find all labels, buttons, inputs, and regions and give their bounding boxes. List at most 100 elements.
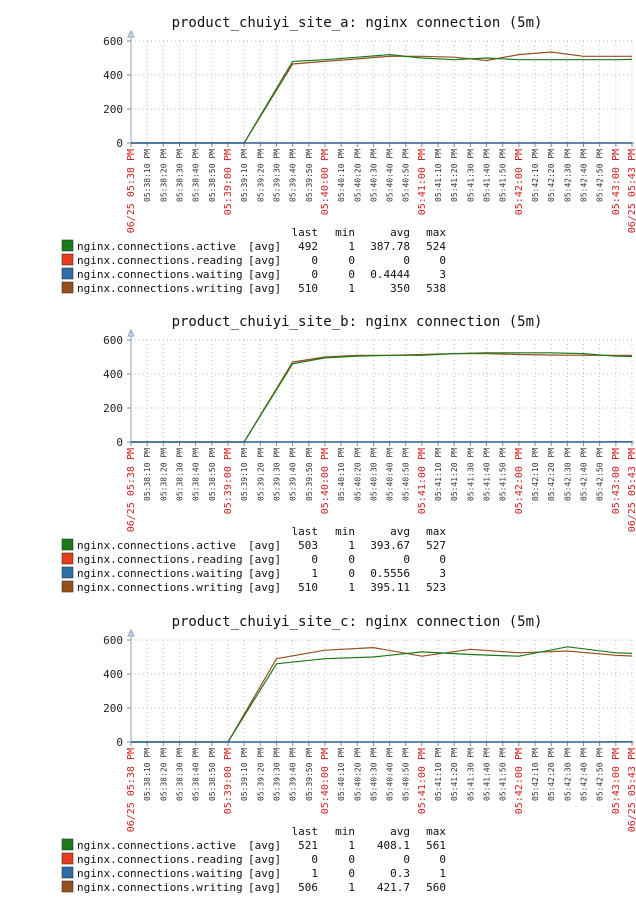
x-tick-label: 05:38:20 PM <box>159 748 168 801</box>
legend-series-name: nginx.connections.waiting <box>77 268 243 281</box>
x-tick-label: 05:40:00 PM <box>320 448 331 514</box>
x-tick-label: 05:43:00 PM <box>611 448 622 514</box>
legend-max-value: 0 <box>439 853 446 866</box>
y-tick-label: 0 <box>116 137 123 150</box>
x-tick-label: 05:40:30 PM <box>369 448 378 501</box>
legend-agg: [avg] <box>248 839 281 852</box>
legend-agg: [avg] <box>248 881 281 894</box>
chart-panel-1: product_chuiyi_site_a: nginx connection … <box>61 15 636 295</box>
legend-max-value: 1 <box>439 867 446 880</box>
x-tick-label: 05:39:50 PM <box>305 748 314 801</box>
legend-swatch <box>61 838 74 851</box>
x-tick-label: 05:38:10 PM <box>143 748 152 801</box>
x-tick-label: 05:42:40 PM <box>580 149 589 202</box>
x-tick-label: 05:38:20 PM <box>159 448 168 501</box>
legend-header-avg: avg <box>390 825 410 838</box>
x-tick-label: 05:41:10 PM <box>434 448 443 501</box>
x-tick-label: 05:41:50 PM <box>499 149 508 202</box>
y-tick-label: 200 <box>103 103 123 116</box>
x-tick-label: 05:42:00 PM <box>514 748 525 814</box>
legend-last-value: 0 <box>311 254 318 267</box>
x-tick-label: 05:41:30 PM <box>466 748 475 801</box>
legend-last-value: 0 <box>311 553 318 566</box>
legend-header-last: last <box>292 525 319 538</box>
x-tick-label: 05:38:10 PM <box>143 149 152 202</box>
legend-max-value: 561 <box>426 839 446 852</box>
x-tick-label: 06/25 05:43 PM <box>627 448 636 532</box>
x-tick-label: 05:38:20 PM <box>159 149 168 202</box>
x-tick-label: 05:40:40 PM <box>386 748 395 801</box>
x-tick-label: 05:42:30 PM <box>563 748 572 801</box>
y-axis-arrow-icon <box>127 328 135 337</box>
legend-swatch <box>61 566 74 579</box>
x-tick-label: 05:41:50 PM <box>499 448 508 501</box>
legend-header-min: min <box>335 525 355 538</box>
legend-min-value: 0 <box>348 567 355 580</box>
y-tick-label: 400 <box>103 668 123 681</box>
x-tick-label: 05:39:00 PM <box>223 149 234 215</box>
x-tick-label: 05:39:20 PM <box>256 448 265 501</box>
legend-header-max: max <box>426 525 446 538</box>
legend-swatch <box>61 552 74 565</box>
legend-last-value: 503 <box>298 539 318 552</box>
x-tick-label: 05:40:50 PM <box>402 748 411 801</box>
chart-panel-2: product_chuiyi_site_b: nginx connection … <box>61 314 636 594</box>
legend-max-value: 524 <box>426 240 446 253</box>
legend-max-value: 527 <box>426 539 446 552</box>
x-tick-label: 05:38:40 PM <box>192 448 201 501</box>
x-tick-label: 05:42:10 PM <box>531 149 540 202</box>
x-tick-label: 05:39:40 PM <box>289 448 298 501</box>
x-tick-label: 05:41:50 PM <box>499 748 508 801</box>
x-tick-label: 05:42:00 PM <box>514 149 525 215</box>
x-tick-label: 05:41:40 PM <box>483 149 492 202</box>
series-line-nginx-connections-writing <box>131 51 632 144</box>
legend-agg: [avg] <box>248 581 281 594</box>
y-tick-label: 600 <box>103 35 123 48</box>
chart-title: product_chuiyi_site_a: nginx connection … <box>172 15 543 31</box>
y-tick-label: 400 <box>103 69 123 82</box>
x-tick-label: 05:38:50 PM <box>208 748 217 801</box>
x-tick-label: 05:40:20 PM <box>353 149 362 202</box>
x-tick-label: 05:39:00 PM <box>223 748 234 814</box>
x-tick-label: 05:42:50 PM <box>596 748 605 801</box>
chart-title: product_chuiyi_site_b: nginx connection … <box>172 314 543 330</box>
legend-swatch <box>61 239 74 252</box>
x-tick-label: 05:40:10 PM <box>337 748 346 801</box>
legend-swatch <box>61 580 74 593</box>
legend-swatch <box>61 267 74 280</box>
x-tick-label: 05:40:20 PM <box>353 448 362 501</box>
legend-agg: [avg] <box>248 853 281 866</box>
x-tick-label: 05:42:10 PM <box>531 448 540 501</box>
chart-panel-3: product_chuiyi_site_c: nginx connection … <box>61 614 636 894</box>
legend-max-value: 0 <box>439 553 446 566</box>
legend-header-min: min <box>335 226 355 239</box>
x-tick-label: 05:38:30 PM <box>175 149 184 202</box>
legend-header-max: max <box>426 226 446 239</box>
chart-title: product_chuiyi_site_c: nginx connection … <box>172 614 543 630</box>
x-tick-label: 05:41:10 PM <box>434 748 443 801</box>
legend-agg: [avg] <box>248 539 281 552</box>
legend-header-last: last <box>292 825 319 838</box>
legend-avg-value: 0 <box>403 853 410 866</box>
y-axis-arrow-icon <box>127 628 135 637</box>
x-tick-label: 05:40:20 PM <box>353 748 362 801</box>
x-tick-label: 05:41:30 PM <box>466 448 475 501</box>
x-tick-label: 05:43:00 PM <box>611 149 622 215</box>
legend-header-avg: avg <box>390 525 410 538</box>
y-tick-label: 400 <box>103 368 123 381</box>
legend-series-name: nginx.connections.reading <box>77 254 243 267</box>
series-line-nginx-connections-writing <box>131 646 633 743</box>
x-tick-label: 05:39:00 PM <box>223 448 234 514</box>
legend-series-name: nginx.connections.writing <box>77 881 243 894</box>
legend-header-max: max <box>426 825 446 838</box>
x-tick-label: 05:39:10 PM <box>240 448 249 501</box>
legend-min-value: 1 <box>348 881 355 894</box>
legend-series-name: nginx.connections.active <box>77 539 236 552</box>
y-tick-label: 0 <box>116 436 123 449</box>
legend-avg-value: 0 <box>403 254 410 267</box>
legend-last-value: 506 <box>298 881 318 894</box>
x-tick-label: 05:42:20 PM <box>547 748 556 801</box>
x-tick-label: 06/25 05:38 PM <box>126 748 137 832</box>
x-tick-label: 05:42:40 PM <box>580 448 589 501</box>
legend-swatch <box>61 253 74 266</box>
